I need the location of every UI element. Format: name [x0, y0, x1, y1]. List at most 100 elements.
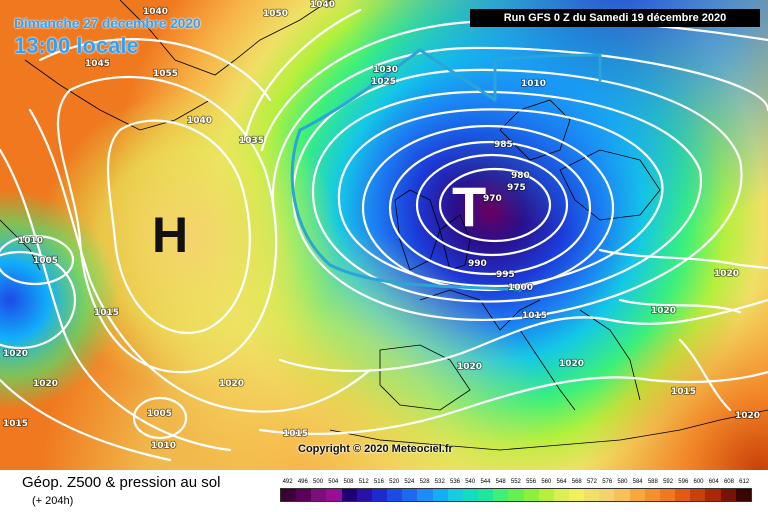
isobar-label: 1040: [310, 0, 335, 10]
isobar-label: 1020: [714, 269, 739, 279]
scale-value-label: 596: [678, 479, 689, 485]
scale-color-swatch: [493, 489, 509, 501]
isobar-label: 1055: [153, 69, 178, 79]
isobar-label: 1010: [521, 79, 546, 89]
isobar-label: 1010: [151, 441, 176, 451]
scale-value-label: 588: [647, 479, 658, 485]
scale-color-swatch: [296, 489, 312, 501]
isobar-label: 990: [468, 259, 487, 269]
scale-value-label: 556: [526, 479, 537, 485]
scale-value-label: 492: [282, 479, 293, 485]
scale-color-swatch: [478, 489, 494, 501]
isobar-label: 1020: [735, 411, 760, 421]
isobar-label: 1015: [671, 387, 696, 397]
scale-value-label: 552: [510, 479, 521, 485]
scale-color-swatch: [281, 489, 297, 501]
scale-color-swatch: [720, 489, 736, 501]
scale-value-label: 564: [556, 479, 567, 485]
scale-value-label: 580: [617, 479, 628, 485]
color-scale-labels: 492 496 500 504 508 512 516 520 524 528 532 536 540 5…: [280, 479, 752, 485]
isobars-south: [258, 248, 768, 436]
isobar-label: 1020: [651, 306, 676, 316]
scale-value-label: 544: [480, 479, 491, 485]
model-run-label: Run GFS 0 Z du Samedi 19 décembre 2020: [470, 9, 760, 27]
isobar-label: 970: [483, 194, 502, 204]
scale-value-label: 504: [328, 479, 339, 485]
scale-value-label: 568: [571, 479, 582, 485]
isobar-label: 1050: [263, 9, 288, 19]
scale-color-swatch: [553, 489, 569, 501]
scale-value-label: 536: [450, 479, 461, 485]
scale-value-label: 592: [663, 479, 674, 485]
isobar-label: 1045: [85, 59, 110, 69]
scale-color-swatch: [568, 489, 585, 501]
legend-panel: Géop. Z500 & pression au sol (+ 204h) 49…: [0, 470, 768, 512]
scale-color-swatch: [326, 489, 342, 501]
isobar-label: 980: [511, 171, 530, 181]
scale-value-label: 612: [739, 479, 750, 485]
product-title: Géop. Z500 & pression au sol: [22, 474, 221, 491]
isobar-label: 1025: [371, 77, 396, 87]
scale-value-label: 524: [404, 479, 415, 485]
low-pressure-symbol: T: [452, 175, 486, 238]
scale-color-swatch: [629, 489, 645, 501]
scale-color-swatch: [432, 489, 448, 501]
copyright-text: Copyright © 2020 Meteociel.fr: [298, 443, 453, 455]
isobar-label: 1020: [559, 359, 584, 369]
isobars-low: [243, 8, 768, 322]
scale-value-label: 600: [693, 479, 704, 485]
isobar-label: 1010: [18, 236, 43, 246]
scale-value-label: 540: [465, 479, 476, 485]
isobar-label: 1000: [508, 283, 533, 293]
scale-color-swatch: [659, 489, 676, 501]
scale-color-swatch: [387, 489, 403, 501]
isobar-label: 995: [496, 270, 515, 280]
isobar-label: 1040: [143, 7, 168, 17]
isobars-high: [0, 38, 372, 462]
scale-color-swatch: [402, 489, 418, 501]
scale-color-swatch: [356, 489, 372, 501]
scale-color-swatch: [675, 489, 691, 501]
scale-color-swatch: [508, 489, 524, 501]
scale-value-label: 584: [632, 479, 643, 485]
scale-color-swatch: [690, 489, 706, 501]
isobar-label: 1005: [33, 256, 58, 266]
isobar-label: 1040: [187, 116, 212, 126]
scale-color-swatch: [417, 489, 433, 501]
scale-value-label: 500: [313, 479, 324, 485]
scale-color-swatch: [705, 489, 721, 501]
scale-value-label: 548: [495, 479, 506, 485]
isobar-label: 975: [507, 183, 526, 193]
map-canvas: 1050 1040 1040 1045 1055 1040 1035 1030 …: [0, 0, 768, 470]
scale-value-label: 520: [389, 479, 400, 485]
color-scale-bar: [280, 488, 752, 502]
scale-value-label: 516: [373, 479, 384, 485]
scale-value-label: 608: [723, 479, 734, 485]
isobar-label: 1015: [3, 419, 28, 429]
scale-color-swatch: [371, 489, 388, 501]
isobar-labels: 1050 1040 1040 1045 1055 1040 1035 1030 …: [2, 0, 761, 452]
scale-color-swatch: [311, 489, 327, 501]
scale-value-label: 572: [586, 479, 597, 485]
scale-value-label: 496: [297, 479, 308, 485]
front-lines: [290, 48, 602, 292]
scale-color-swatch: [735, 489, 751, 501]
isobar-label: 1020: [219, 379, 244, 389]
scale-color-swatch: [614, 489, 630, 501]
forecast-local-time: 13:00 locale: [14, 33, 139, 58]
isobar-label: 985: [494, 140, 513, 150]
scale-color-swatch: [523, 489, 539, 501]
scale-value-label: 508: [343, 479, 354, 485]
isobar-label: 1020: [457, 362, 482, 372]
scale-color-swatch: [584, 489, 600, 501]
scale-color-swatch: [599, 489, 615, 501]
isobar-label: 1015: [522, 311, 547, 321]
scale-color-swatch: [462, 489, 479, 501]
scale-color-swatch: [644, 489, 660, 501]
scale-value-label: 528: [419, 479, 430, 485]
isobar-label: 1015: [283, 429, 308, 439]
scale-value-label: 576: [602, 479, 613, 485]
scale-color-swatch: [538, 489, 554, 501]
scale-value-label: 512: [358, 479, 369, 485]
isobar-label: 1015: [94, 308, 119, 318]
